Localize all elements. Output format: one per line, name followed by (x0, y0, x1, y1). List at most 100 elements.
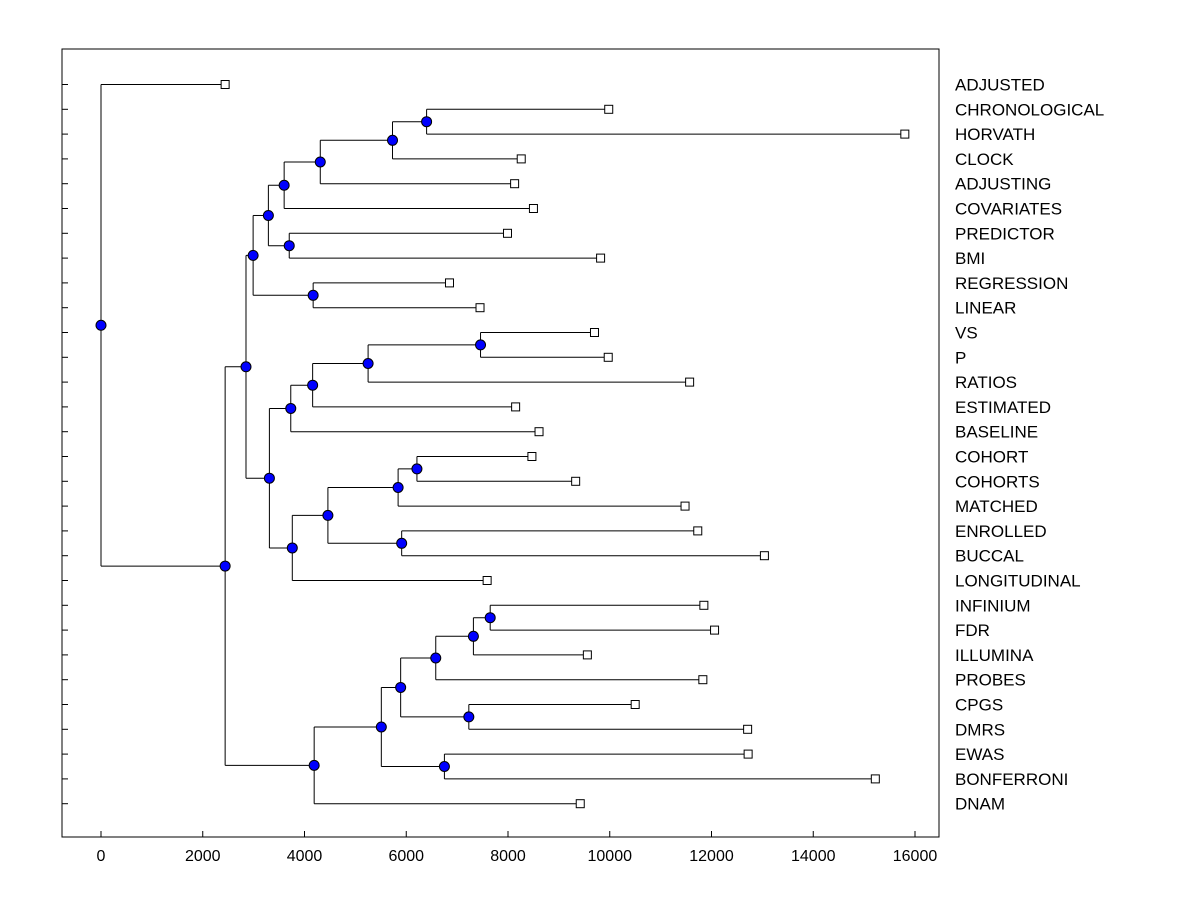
leaf-label: COHORTS (955, 472, 1040, 491)
leaf-label: CHRONOLOGICAL (955, 100, 1104, 119)
merge-node (396, 537, 408, 549)
leaf-label: RATIOS (955, 373, 1017, 392)
leaf-marker (870, 774, 880, 784)
merge-node (307, 379, 319, 391)
leaf-marker (596, 253, 606, 263)
leaf-marker (589, 328, 599, 337)
leaf-label: FDR (955, 621, 990, 640)
leaf-label: BONFERRONI (955, 770, 1068, 789)
leaf-marker (575, 799, 585, 809)
leaf-label: ADJUSTING (955, 175, 1051, 194)
leaf-marker (511, 402, 521, 412)
leaf-marker (527, 452, 537, 461)
leaf-marker (693, 526, 703, 536)
leaf-label: LINEAR (955, 299, 1016, 318)
leaf-label: ENROLLED (955, 522, 1047, 541)
merge-node (362, 358, 374, 369)
dendrogram-links (100, 84, 905, 805)
leaf-label: CLOCK (955, 150, 1014, 169)
leaf-label: HORVATH (955, 125, 1035, 144)
x-tick-label: 6000 (388, 848, 424, 865)
leaf-marker (699, 600, 709, 610)
merge-node (278, 179, 290, 191)
leaf-marker (900, 129, 910, 139)
merge-node (421, 116, 433, 128)
leaf-label: DMRS (955, 720, 1005, 739)
x-tick-label: 16000 (893, 848, 938, 865)
x-tick-label: 0 (97, 848, 106, 865)
merge-node (263, 472, 275, 484)
leaf-label: ESTIMATED (955, 398, 1051, 417)
merge-node (247, 249, 259, 261)
merge-node (375, 721, 387, 733)
merge-node (411, 463, 423, 475)
merge-node (387, 134, 399, 146)
merge-node (314, 156, 326, 168)
leaf-label: PROBES (955, 671, 1026, 690)
plot-frame (61, 48, 940, 838)
merge-node (430, 652, 442, 664)
merge-node (475, 339, 487, 351)
merge-node (262, 209, 274, 221)
merge-node (308, 759, 320, 771)
leaf-label: MATCHED (955, 497, 1038, 516)
leaf-marker (516, 154, 526, 164)
leaf-marker (630, 700, 640, 709)
leaf-marker (698, 675, 708, 685)
merge-node (463, 711, 475, 723)
x-tick-label: 2000 (185, 848, 221, 865)
leaf-label: CPGS (955, 696, 1003, 715)
leaf-marker (571, 476, 581, 486)
leaf-marker (510, 179, 520, 189)
x-tick-label: 4000 (287, 848, 323, 865)
leaf-marker (603, 352, 613, 362)
merge-node (286, 542, 298, 554)
merge-node (467, 630, 479, 642)
merge-node (240, 361, 252, 373)
leaf-marker (528, 204, 538, 213)
leaf-labels: ADJUSTED CHRONOLOGICAL HORVATH CLOCK ADJUSTI… (955, 76, 1104, 814)
leaf-marker (502, 228, 512, 238)
leaf-markers (220, 80, 910, 809)
leaf-label: VS (955, 324, 978, 343)
merge-node (438, 761, 450, 772)
leaf-label: BUCCAL (955, 547, 1024, 566)
leaf-marker (685, 377, 695, 387)
merge-node (307, 289, 319, 301)
leaf-label: REGRESSION (955, 274, 1068, 293)
leaf-marker (680, 501, 690, 511)
leaf-marker (759, 551, 769, 561)
leaf-label: COVARIATES (955, 200, 1062, 219)
leaf-marker (582, 650, 592, 660)
leaf-marker (710, 625, 720, 635)
merge-node (283, 240, 295, 252)
leaf-marker (743, 724, 753, 734)
x-tick-label: 12000 (689, 848, 734, 865)
leaf-label: P (955, 348, 966, 367)
leaf-marker (604, 104, 614, 114)
leaf-marker (482, 576, 492, 585)
merge-node (219, 560, 231, 572)
leaf-label: COHORT (955, 448, 1028, 467)
leaf-label: ADJUSTED (955, 76, 1045, 95)
leaf-marker (475, 303, 485, 313)
merge-node (392, 482, 404, 493)
leaf-marker (444, 278, 454, 288)
merge-node (285, 402, 297, 414)
merge-node (322, 509, 334, 521)
leaf-label: BMI (955, 249, 985, 268)
x-tick-label: 8000 (490, 848, 526, 865)
merge-nodes (95, 116, 496, 772)
x-tick-label: 10000 (588, 848, 633, 865)
leaf-marker (534, 427, 544, 437)
x-tick-label: 14000 (791, 848, 836, 865)
leaf-label: INFINIUM (955, 596, 1031, 615)
y-tick-marks (62, 84, 68, 805)
leaf-label: PREDICTOR (955, 224, 1055, 243)
x-axis: 0 2000 4000 6000 8000 10000 12000 14000 16000 (97, 831, 938, 865)
leaf-marker (220, 80, 230, 89)
merge-node (484, 612, 496, 624)
leaf-label: DNAM (955, 795, 1005, 814)
leaf-label: ILLUMINA (955, 646, 1034, 665)
